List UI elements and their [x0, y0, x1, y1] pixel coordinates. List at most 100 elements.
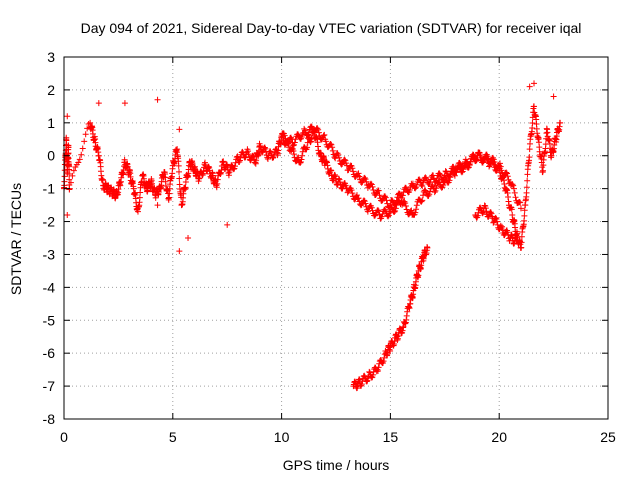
- data-point-main: [413, 202, 420, 209]
- data-point-lower-branch: [479, 210, 486, 217]
- data-point-main: [401, 198, 408, 205]
- data-point-upper-branch: [517, 199, 524, 206]
- data-point-main: [262, 145, 269, 152]
- data-point-main: [540, 167, 547, 174]
- data-point-upper-branch: [510, 182, 517, 189]
- data-point-upper-branch: [329, 144, 336, 151]
- x-tick-label: 25: [600, 429, 616, 445]
- data-point-main: [174, 146, 181, 153]
- data-point-main: [386, 209, 393, 216]
- data-point-main: [245, 148, 252, 155]
- data-point-upper-branch: [509, 181, 516, 188]
- x-tick-label: 0: [60, 429, 68, 445]
- data-point-main: [508, 206, 515, 213]
- data-point-main: [523, 189, 530, 196]
- data-point-main: [261, 144, 268, 151]
- data-point-main: [426, 191, 433, 198]
- data-point-main: [374, 207, 381, 214]
- y-tick-label: -5: [43, 312, 56, 328]
- y-tick-label: -3: [43, 246, 56, 262]
- data-point-upper-branch: [486, 160, 493, 167]
- data-point-main: [69, 172, 76, 179]
- data-point-upper-branch: [315, 129, 322, 136]
- data-point-main: [297, 158, 304, 165]
- data-point-upper-branch: [349, 165, 356, 172]
- data-point-lower-branch: [490, 219, 497, 226]
- data-point-main: [226, 167, 233, 174]
- data-point-main: [247, 157, 254, 164]
- data-point-main: [368, 204, 375, 211]
- data-point-spikes: [550, 93, 557, 100]
- data-point-upper-branch: [460, 164, 467, 171]
- data-point-main: [362, 200, 369, 207]
- data-point-lower-branch: [483, 208, 490, 215]
- data-point-spikes: [121, 100, 128, 107]
- data-point-descending-arc: [380, 358, 387, 365]
- data-point-upper-branch: [336, 154, 343, 161]
- data-point-main: [392, 207, 399, 214]
- data-point-spikes: [185, 235, 192, 241]
- data-point-main: [353, 192, 360, 199]
- data-point-upper-branch: [496, 160, 503, 167]
- data-point-descending-arc: [369, 371, 376, 378]
- y-tick-label: -1: [43, 181, 56, 197]
- data-point-main: [228, 162, 235, 169]
- data-point-upper-branch: [503, 170, 510, 177]
- y-tick-label: -8: [43, 411, 56, 427]
- data-point-upper-branch: [381, 193, 388, 200]
- data-point-descending-arc: [358, 381, 365, 388]
- data-point-upper-branch: [322, 138, 329, 145]
- data-point-lower-branch: [474, 212, 481, 219]
- data-point-descending-arc: [375, 364, 382, 371]
- data-point-main: [427, 188, 434, 195]
- data-point-main: [371, 212, 378, 219]
- data-point-upper-branch: [341, 156, 348, 163]
- data-point-upper-branch: [484, 153, 491, 160]
- data-point-upper-branch: [367, 180, 374, 187]
- data-point-main: [130, 185, 137, 192]
- data-point-upper-branch: [516, 198, 523, 205]
- data-point-main: [99, 176, 106, 183]
- data-point-upper-branch: [305, 129, 312, 136]
- data-point-main: [432, 187, 439, 194]
- data-point-lower-branch: [487, 209, 494, 216]
- data-point-main: [526, 154, 533, 161]
- y-tick-label: 2: [47, 82, 55, 98]
- data-point-main: [85, 121, 92, 128]
- grid-layer: [64, 57, 608, 419]
- data-point-upper-branch: [335, 151, 342, 158]
- data-point-main: [76, 156, 83, 163]
- data-point-upper-branch: [490, 156, 497, 163]
- data-point-main: [526, 146, 533, 153]
- data-point-main: [304, 144, 311, 151]
- data-point-upper-branch: [504, 173, 511, 180]
- x-tick-label: 10: [274, 429, 290, 445]
- data-point-main: [230, 166, 237, 173]
- data-point-lower-branch: [493, 215, 500, 222]
- data-point-upper-branch: [290, 142, 297, 149]
- data-point-main: [524, 177, 531, 184]
- data-point-main: [299, 148, 306, 155]
- data-point-main: [175, 162, 182, 169]
- data-point-main: [451, 172, 458, 179]
- data-point-upper-branch: [433, 177, 440, 184]
- data-point-main: [529, 119, 536, 126]
- data-point-lower-branch: [492, 215, 499, 222]
- data-point-main: [418, 198, 425, 205]
- data-point-spikes: [176, 126, 183, 133]
- data-point-main: [234, 153, 241, 160]
- data-point-upper-branch: [394, 194, 401, 201]
- data-point-main: [298, 156, 305, 163]
- data-point-upper-branch: [416, 176, 423, 183]
- y-tick-label: -6: [43, 345, 56, 361]
- data-point-upper-branch: [434, 175, 441, 182]
- data-point-upper-branch: [392, 201, 399, 208]
- data-point-lower-branch: [477, 204, 484, 211]
- data-point-upper-branch: [402, 184, 409, 191]
- y-tick-label: 3: [47, 49, 55, 65]
- data-point-main: [518, 239, 525, 246]
- data-point-main: [378, 213, 385, 220]
- data-point-spikes: [95, 100, 102, 107]
- data-point-lower-branch: [492, 214, 499, 221]
